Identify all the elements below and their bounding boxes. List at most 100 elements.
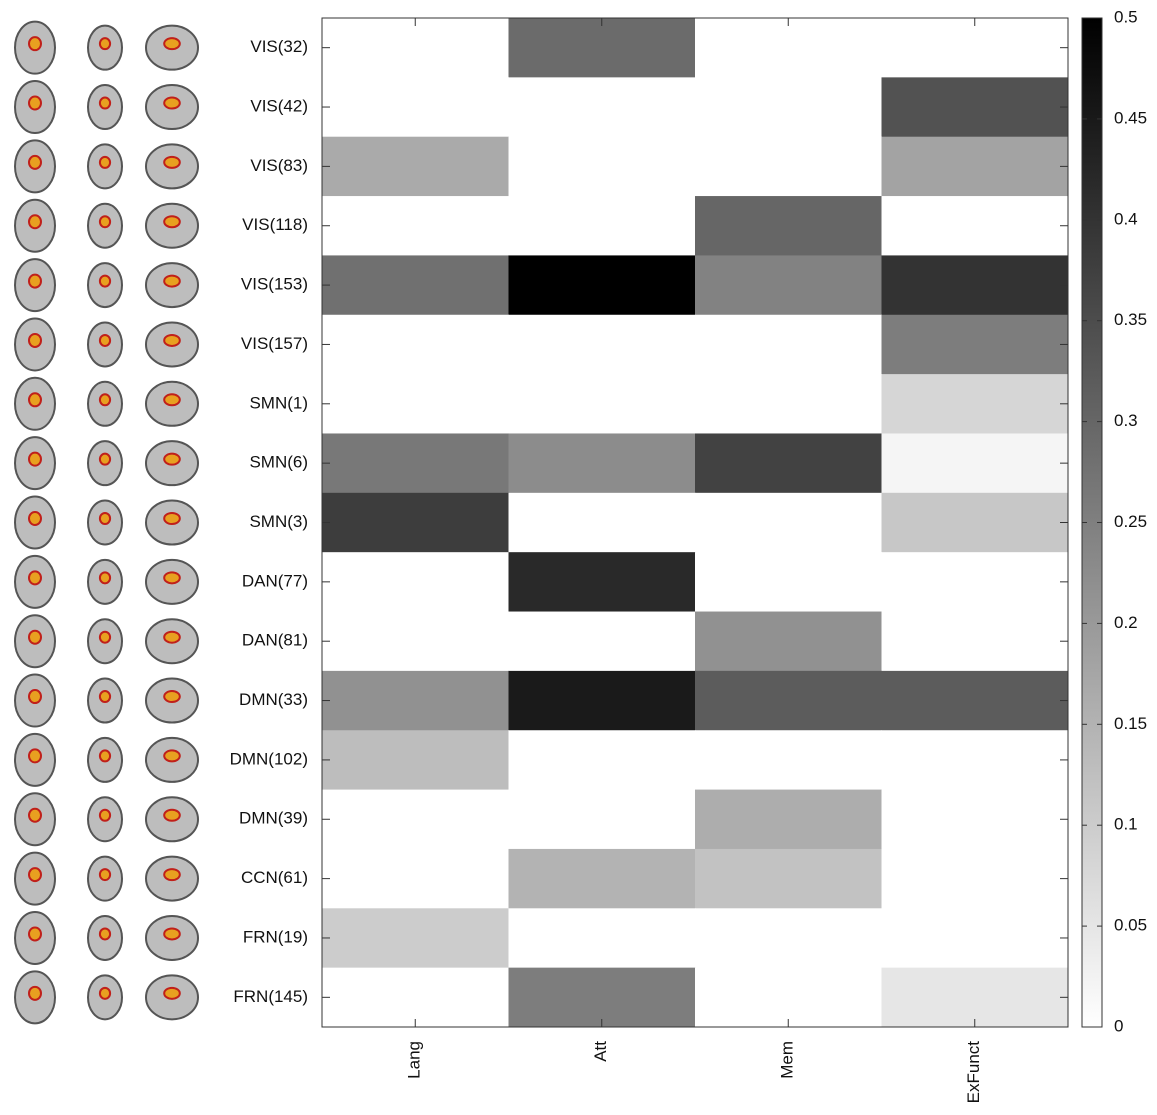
brain-activation bbox=[29, 97, 41, 110]
brain-activation bbox=[164, 216, 180, 227]
brain-activation bbox=[100, 513, 110, 524]
y-tick-label: SMN(1) bbox=[249, 393, 308, 412]
brain-activation bbox=[29, 631, 41, 644]
colorbar-tick-label: 0.25 bbox=[1114, 512, 1147, 531]
brain-activation bbox=[100, 335, 110, 346]
colorbar-tick-label: 0.2 bbox=[1114, 613, 1138, 632]
colorbar-tick-label: 0.15 bbox=[1114, 714, 1147, 733]
brain-activation bbox=[100, 691, 110, 702]
y-tick-label: DMN(33) bbox=[239, 690, 308, 709]
heatmap-cell bbox=[322, 790, 509, 850]
heatmap-cell bbox=[882, 77, 1069, 137]
heatmap-cell bbox=[695, 374, 882, 434]
heatmap-cell bbox=[882, 730, 1069, 790]
brain-activation bbox=[164, 157, 180, 168]
heatmap-cell bbox=[509, 433, 696, 493]
y-tick-label: FRN(19) bbox=[243, 927, 308, 946]
brain-activation bbox=[29, 987, 41, 1000]
brain-activation bbox=[164, 276, 180, 287]
heatmap-cell bbox=[695, 730, 882, 790]
brain-activation bbox=[100, 869, 110, 880]
brain-activation bbox=[164, 691, 180, 702]
colorbar-tick-label: 0.45 bbox=[1114, 108, 1147, 127]
heatmap-cell bbox=[509, 196, 696, 256]
heatmap-cell bbox=[509, 671, 696, 731]
y-tick-label: VIS(118) bbox=[242, 215, 308, 234]
brain-activation bbox=[29, 453, 41, 466]
y-tick-label: FRN(145) bbox=[233, 987, 308, 1006]
brain-activation bbox=[164, 513, 180, 524]
x-tick-label: ExFunct bbox=[964, 1041, 983, 1104]
brain-activation bbox=[29, 809, 41, 822]
heatmap-cell bbox=[509, 908, 696, 968]
heatmap-cell bbox=[882, 552, 1069, 612]
y-tick-label: VIS(83) bbox=[250, 156, 308, 175]
heatmap-cell bbox=[695, 908, 882, 968]
heatmap-cell bbox=[695, 671, 882, 731]
colorbar-tick-label: 0.5 bbox=[1114, 7, 1138, 26]
heatmap-cell bbox=[882, 18, 1069, 78]
heatmap-cell bbox=[695, 255, 882, 315]
heatmap-cell bbox=[882, 255, 1069, 315]
heatmap-cell bbox=[322, 196, 509, 256]
heatmap-cell bbox=[322, 671, 509, 731]
heatmap-cell bbox=[882, 671, 1069, 731]
colorbar-tick-label: 0.4 bbox=[1114, 209, 1138, 228]
brain-activation bbox=[29, 393, 41, 406]
heatmap-cell bbox=[695, 552, 882, 612]
heatmap-cell bbox=[322, 908, 509, 968]
colorbar-tick-label: 0.05 bbox=[1114, 916, 1147, 935]
heatmap-cell bbox=[509, 849, 696, 909]
heatmap-cell bbox=[509, 552, 696, 612]
brain-activation bbox=[100, 394, 110, 405]
brain-activation bbox=[100, 276, 110, 287]
chart: VIS(32)VIS(42)VIS(83)VIS(118)VIS(153)VIS… bbox=[0, 0, 1157, 1115]
heatmap-cell bbox=[322, 493, 509, 553]
heatmap-cell bbox=[509, 255, 696, 315]
heatmap-cell bbox=[509, 18, 696, 78]
y-tick-label: VIS(42) bbox=[250, 97, 308, 116]
x-tick-label: Lang bbox=[405, 1041, 424, 1079]
heatmap-cell bbox=[882, 849, 1069, 909]
heatmap-cell bbox=[509, 315, 696, 375]
colorbar-tick-label: 0.1 bbox=[1114, 815, 1138, 834]
brain-activation bbox=[29, 156, 41, 169]
heatmap-cell bbox=[882, 612, 1069, 672]
heatmap-cell bbox=[695, 196, 882, 256]
heatmap-cell bbox=[509, 137, 696, 197]
x-tick-label: Att bbox=[591, 1041, 610, 1062]
heatmap-cell bbox=[882, 196, 1069, 256]
heatmap-cell bbox=[882, 908, 1069, 968]
heatmap-cell bbox=[322, 18, 509, 78]
colorbar-tick-label: 0 bbox=[1114, 1016, 1123, 1035]
heatmap-cell bbox=[695, 433, 882, 493]
heatmap-cell bbox=[322, 255, 509, 315]
heatmap-cell bbox=[322, 433, 509, 493]
x-tick-label: Mem bbox=[778, 1041, 797, 1079]
y-tick-label: VIS(32) bbox=[250, 37, 308, 56]
heatmap-cell bbox=[509, 790, 696, 850]
brain-activation bbox=[29, 512, 41, 525]
y-tick-label: DMN(39) bbox=[239, 809, 308, 828]
brain-activation bbox=[164, 38, 180, 49]
heatmap-cell bbox=[695, 77, 882, 137]
heatmap-cell bbox=[695, 968, 882, 1028]
y-tick-label: VIS(153) bbox=[241, 275, 308, 294]
heatmap-cell bbox=[509, 612, 696, 672]
heatmap-cell bbox=[509, 493, 696, 553]
brain-activation bbox=[29, 334, 41, 347]
heatmap-cell bbox=[322, 612, 509, 672]
brain-activation bbox=[100, 810, 110, 821]
y-tick-label: DMN(102) bbox=[230, 749, 308, 768]
heatmap-cell bbox=[695, 849, 882, 909]
brain-activation bbox=[164, 335, 180, 346]
brain-activation bbox=[100, 928, 110, 939]
heatmap-cell bbox=[882, 790, 1069, 850]
colorbar-tick-label: 0.3 bbox=[1114, 411, 1138, 430]
heatmap-cell bbox=[322, 552, 509, 612]
heatmap-cell bbox=[322, 730, 509, 790]
heatmap-cell bbox=[695, 790, 882, 850]
brain-activation bbox=[164, 394, 180, 405]
brain-activation bbox=[164, 988, 180, 999]
heatmap-cell bbox=[509, 730, 696, 790]
